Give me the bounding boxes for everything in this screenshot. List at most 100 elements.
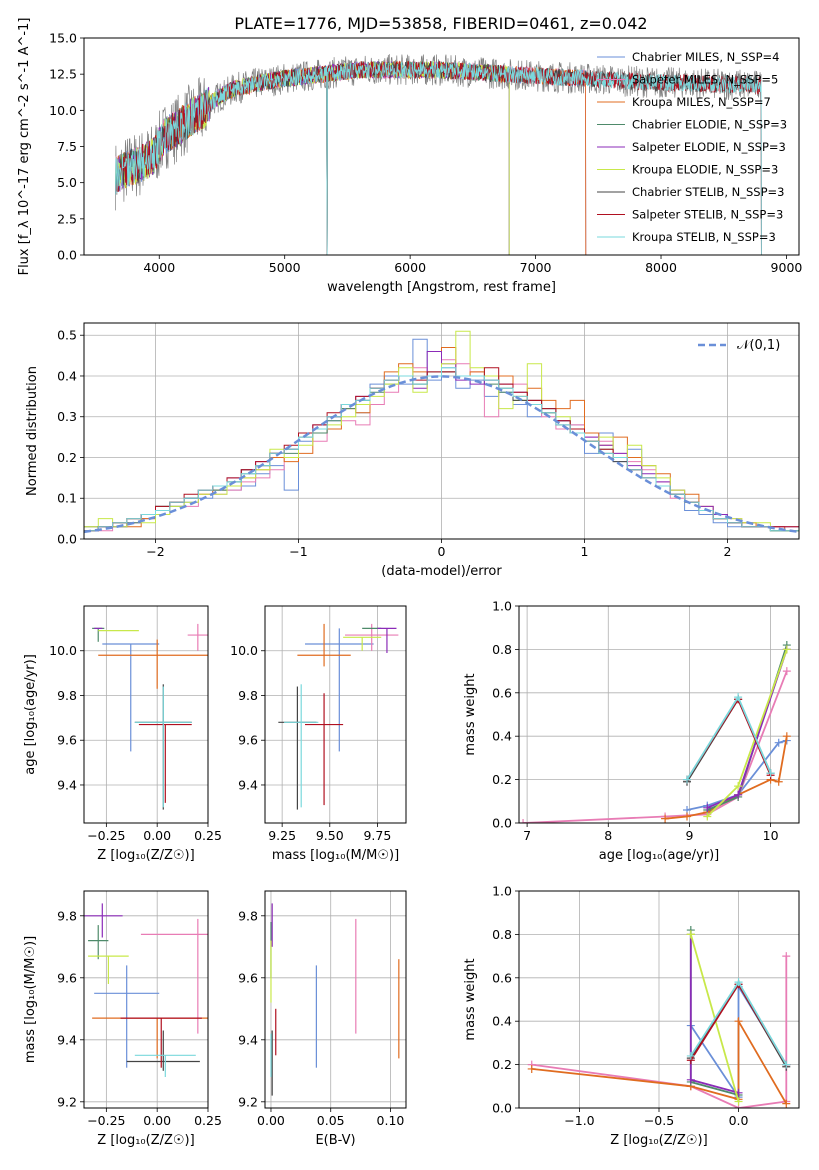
plot-area — [84, 903, 208, 1077]
y-tick-label: 9.4 — [238, 1032, 258, 1047]
mass-weight-marker — [734, 1017, 743, 1026]
mass-weight-marker — [782, 645, 791, 654]
y-tick-label: 0.2 — [492, 772, 512, 787]
mass-weight-marker — [782, 732, 791, 741]
x-tick-label: 5000 — [269, 260, 301, 275]
y-tick-label: 0.0 — [57, 532, 77, 547]
x-tick-label: 0.25 — [194, 828, 222, 843]
panel-3: −0.25 0.00 0.25 9.4 9.6 9.8 10.0 Z [log₁₀(Z/Z☉)… — [23, 605, 222, 863]
x-tick-label: 0.10 — [377, 1113, 405, 1128]
errorbar-point — [343, 636, 382, 651]
legend-label: Salpeter ELODIE, N_SSP=3 — [632, 140, 786, 154]
plot-area — [527, 926, 791, 1108]
x-tick-label: 0.0 — [729, 1113, 749, 1128]
x-tick-label: 9.25 — [268, 828, 296, 843]
x-tick-label: 0.00 — [257, 1113, 285, 1128]
y-tick-label: 5.0 — [57, 175, 77, 190]
y-tick-label: 9.8 — [57, 688, 77, 703]
x-tick-label: −0.25 — [87, 828, 125, 843]
axes-frame — [264, 890, 407, 1109]
x-axis-label: mass [log₁₀(M/M☉)] — [272, 848, 399, 863]
plot-area — [92, 623, 208, 810]
mass-weight-marker — [774, 738, 783, 747]
panel-1: Chabrier MILES, N_SSP=4 Salpeter MILES, N… — [17, 18, 802, 295]
legend-label: Salpeter STELIB, N_SSP=3 — [632, 208, 783, 222]
errorbar-point — [94, 965, 160, 1068]
y-tick-label: 0.4 — [492, 1014, 512, 1029]
y-tick-label: 0.4 — [57, 368, 77, 383]
axes-frame — [518, 605, 800, 824]
mass-weight-marker — [734, 790, 743, 799]
errorbar-point — [88, 925, 109, 960]
mass-weight-marker — [734, 978, 743, 987]
plot-area — [270, 903, 400, 1096]
plot-area — [519, 641, 791, 823]
y-tick-label: 9.8 — [238, 688, 258, 703]
model-spectrum-line — [115, 61, 762, 255]
y-tick-label: 0.8 — [492, 642, 512, 657]
y-tick-label: 9.8 — [238, 908, 258, 923]
legend: Chabrier MILES, N_SSP=4 Salpeter MILES, N… — [597, 50, 787, 244]
errorbar-point — [305, 693, 344, 806]
legend-label-gaussian: 𝒩(0,1) — [737, 338, 780, 353]
y-tick-label: 9.6 — [238, 733, 258, 748]
mass-weight-marker — [766, 769, 775, 778]
mass-weight-marker — [519, 819, 528, 823]
y-tick-label: 0.0 — [57, 248, 77, 263]
mass-weight-marker — [686, 930, 695, 939]
panel-6: −0.25 0.00 0.25 9.2 9.4 9.6 9.8 Z [log₁₀(Z/Z☉)]… — [23, 890, 222, 1148]
legend-label: Salpeter MILES, N_SSP=5 — [632, 73, 778, 87]
panel-2: 𝒩(0,1) −2 −1 0 1 2 0.0 0.1 0.2 0.3 0.4 0.5 (data-mod… — [25, 322, 800, 579]
mass-weight-marker — [686, 1051, 695, 1060]
legend-label: Chabrier ELODIE, N_SSP=3 — [632, 118, 787, 132]
y-tick-label: 9.4 — [238, 777, 258, 792]
x-axis-label: Z [log₁₀(Z/Z☉)] — [610, 1133, 707, 1148]
legend-label: Chabrier STELIB, N_SSP=3 — [632, 185, 784, 199]
y-tick-label: 9.6 — [238, 970, 258, 985]
x-tick-label: 9.50 — [316, 828, 344, 843]
plot-area — [278, 623, 399, 810]
errorbar-point — [377, 627, 397, 653]
x-axis-label: Z [log₁₀(Z/Z☉)] — [97, 1133, 194, 1148]
x-tick-label: −1.0 — [564, 1113, 594, 1128]
x-tick-label: −0.25 — [87, 1113, 125, 1128]
y-tick-label: 0.8 — [492, 927, 512, 942]
y-tick-label: 0.0 — [492, 816, 512, 831]
y-tick-label: 9.6 — [57, 970, 77, 985]
errorbar-point — [134, 686, 192, 808]
x-tick-label: 0.00 — [143, 828, 171, 843]
y-tick-label: 9.6 — [57, 733, 77, 748]
errorbar-point — [98, 639, 208, 689]
mass-weight-marker — [686, 1075, 695, 1084]
mass-weight-marker — [683, 812, 691, 821]
legend-label: Kroupa ELODIE, N_SSP=3 — [632, 163, 778, 177]
mass-weight-marker — [527, 1064, 536, 1073]
x-tick-label: 0.00 — [143, 1113, 171, 1128]
y-axis-label: Normed distribution — [25, 366, 40, 496]
y-tick-label: 0.6 — [492, 970, 512, 985]
errorbar-point — [187, 623, 208, 651]
mass-weight-marker — [683, 775, 691, 784]
x-tick-label: −1 — [289, 544, 307, 559]
mass-weight-marker — [774, 777, 783, 786]
x-tick-label: 9000 — [771, 260, 803, 275]
gaussian-curve — [84, 375, 799, 534]
x-axis-label: wavelength [Angstrom, rest frame] — [327, 280, 556, 295]
errorbar-point — [284, 684, 319, 808]
mass-weight-marker — [734, 693, 743, 702]
legend-label: Kroupa MILES, N_SSP=7 — [632, 95, 771, 109]
axes-frame — [83, 605, 209, 824]
mass-weight-marker — [703, 812, 712, 821]
x-tick-label: 1 — [581, 544, 589, 559]
x-tick-label: 4000 — [143, 260, 175, 275]
errorbar-point — [140, 918, 208, 1034]
errorbar-point — [134, 1054, 196, 1077]
x-tick-label: 10 — [763, 828, 779, 843]
y-tick-label: 15.0 — [49, 31, 77, 46]
x-axis-label: age [log₁₀(age/yr)] — [599, 848, 720, 863]
x-tick-label: 7 — [523, 828, 531, 843]
x-tick-label: 8000 — [645, 260, 677, 275]
y-tick-label: 9.2 — [238, 1094, 258, 1109]
y-axis-label: age [log₁₀(age/yr)] — [23, 654, 38, 775]
plot-area — [115, 54, 762, 255]
